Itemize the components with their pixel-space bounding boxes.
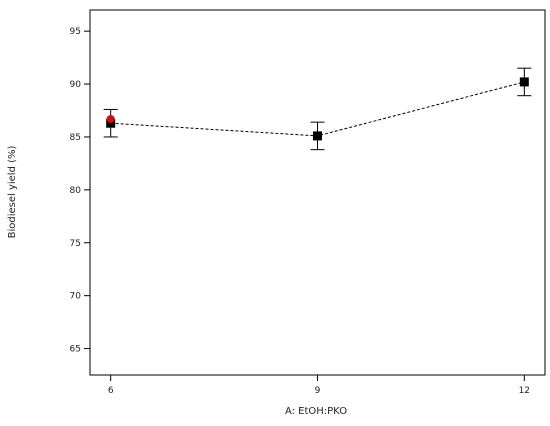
data-point: [519, 77, 529, 87]
x-axis-ticks: 6 9 12: [108, 375, 530, 396]
x-tick-label: 6: [108, 386, 114, 396]
x-axis-title: A: EtOH:PKO: [285, 406, 347, 417]
x-tick-label: 9: [315, 386, 321, 396]
y-axis-ticks: 65 70 75 80 85 90 95: [70, 27, 90, 355]
data-point: [313, 131, 322, 141]
x-tick-label: 12: [519, 386, 530, 396]
series-layer: [103, 67, 532, 151]
plot-frame: [89, 9, 546, 376]
y-tick-label: 80: [70, 186, 82, 196]
data-point: [106, 118, 116, 128]
y-tick-label: 70: [70, 292, 82, 302]
y-tick-label: 95: [70, 27, 81, 37]
y-tick-label: 75: [70, 239, 81, 249]
y-tick-label: 90: [70, 80, 82, 90]
y-axis-title: Biodiesel yield (%): [7, 145, 18, 238]
y-tick-label: 85: [70, 133, 81, 143]
y-tick-label: 65: [70, 345, 81, 355]
design-point-marker: [106, 114, 115, 123]
